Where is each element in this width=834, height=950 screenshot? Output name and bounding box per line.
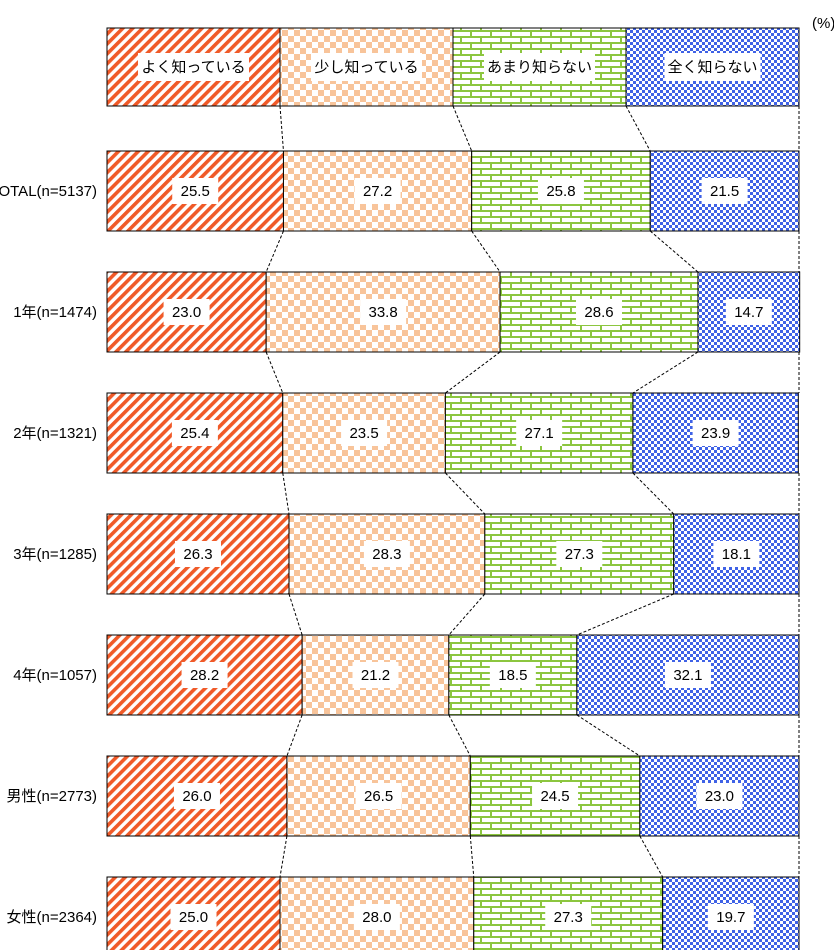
bars: 25.5 27.2 25.8 21.5 23.0 33.8 28.6 14.7 25.4 23.5… [106, 150, 801, 950]
category-label: 2年(n=1321) [13, 425, 97, 442]
data-label: 27.3 [554, 909, 583, 926]
data-label-bg [174, 541, 221, 567]
connector-line [469, 835, 475, 878]
data-label-bg [171, 420, 218, 446]
connector-line [445, 351, 501, 394]
data-label-bg [696, 783, 743, 809]
category-label: 4年(n=1057) [13, 667, 97, 684]
data-label: 26.0 [182, 788, 211, 805]
data-label: 23.0 [705, 788, 734, 805]
data-label: 21.5 [710, 183, 739, 200]
legend-label: 全く知らない [667, 58, 757, 76]
category-labels: TOTAL(n=5137) 1年(n=1474) 2年(n=1321) 3年(n=12… [0, 183, 97, 926]
data-label: 18.5 [498, 667, 527, 684]
connector-line [288, 593, 303, 636]
connector-line [639, 835, 664, 878]
data-label-bg [537, 178, 584, 204]
data-label-bg [172, 178, 219, 204]
connector-line [576, 714, 641, 757]
data-label: 28.2 [190, 667, 219, 684]
unit-label: (%) [812, 15, 834, 32]
data-label-bg [353, 904, 400, 930]
data-label: 26.5 [364, 788, 393, 805]
data-label: 25.5 [181, 183, 210, 200]
data-label-bg [701, 178, 748, 204]
data-label: 27.3 [565, 546, 594, 563]
data-label: 23.0 [172, 304, 201, 321]
data-label: 23.9 [701, 425, 730, 442]
connector-line [265, 230, 284, 273]
data-label-bg [181, 662, 228, 688]
data-label-bg [713, 541, 760, 567]
data-label: 26.3 [183, 546, 212, 563]
legend-label-bg [138, 53, 249, 81]
data-label-bg [489, 662, 536, 688]
data-label-bg [352, 662, 399, 688]
category-label: 1年(n=1474) [13, 304, 97, 321]
connector-line [649, 230, 699, 273]
legend-label: あまり知らない [487, 59, 592, 76]
connector-line [632, 472, 675, 515]
data-label-bg [170, 904, 217, 930]
data-label-bg [516, 420, 563, 446]
data-label: 28.0 [362, 909, 391, 926]
connector-line [471, 230, 501, 273]
connector-line [452, 105, 473, 152]
data-label: 21.2 [361, 667, 390, 684]
data-label: 18.1 [722, 546, 751, 563]
data-label-bg [545, 904, 592, 930]
data-label-bg [360, 299, 407, 325]
connector-line [279, 105, 284, 152]
data-label-bg [354, 178, 401, 204]
data-label: 14.7 [734, 304, 763, 321]
data-label-bg [532, 783, 579, 809]
data-label-bg [173, 783, 220, 809]
data-label-bg [355, 783, 402, 809]
data-label-bg [341, 420, 388, 446]
data-label: 28.3 [372, 546, 401, 563]
connector-line [286, 714, 303, 757]
connector-line [625, 105, 651, 152]
legend: よく知っている 少し知っている あまり知らない 全く知らない [106, 27, 800, 107]
data-label: 27.2 [363, 183, 392, 200]
connector-lines [265, 105, 800, 878]
data-label: 25.8 [546, 183, 575, 200]
data-label-bg [163, 299, 210, 325]
data-label: 25.0 [179, 909, 208, 926]
connector-line [445, 472, 486, 515]
connector-line [632, 351, 699, 394]
data-label: 23.5 [349, 425, 378, 442]
data-label-bg [556, 541, 603, 567]
data-label: 28.6 [584, 304, 613, 321]
data-label: 24.5 [540, 788, 569, 805]
connector-line [279, 835, 288, 878]
data-label-bg [576, 299, 623, 325]
connector-line [265, 351, 284, 394]
connector-line [448, 593, 486, 636]
legend-label-bg [311, 53, 422, 81]
data-label: 25.4 [180, 425, 209, 442]
connector-line [448, 714, 471, 757]
legend-label-bg [484, 53, 595, 81]
legend-label-bg [664, 53, 761, 81]
category-label: 男性(n=2773) [7, 788, 97, 805]
data-label-bg [363, 541, 410, 567]
category-label: 3年(n=1285) [13, 546, 97, 563]
legend-label: よく知っている [141, 59, 245, 76]
connector-line [282, 472, 290, 515]
data-label: 32.1 [673, 667, 702, 684]
data-label-bg [664, 662, 711, 688]
connector-line [576, 593, 674, 636]
category-label: 女性(n=2364) [7, 908, 97, 926]
data-label: 19.7 [716, 909, 745, 926]
data-label: 33.8 [369, 304, 398, 321]
data-label: 27.1 [525, 425, 554, 442]
data-label-bg [725, 299, 772, 325]
legend-label: 少し知っている [314, 59, 418, 76]
category-label: TOTAL(n=5137) [0, 183, 97, 200]
data-label-bg [692, 420, 739, 446]
data-label-bg [707, 904, 754, 930]
